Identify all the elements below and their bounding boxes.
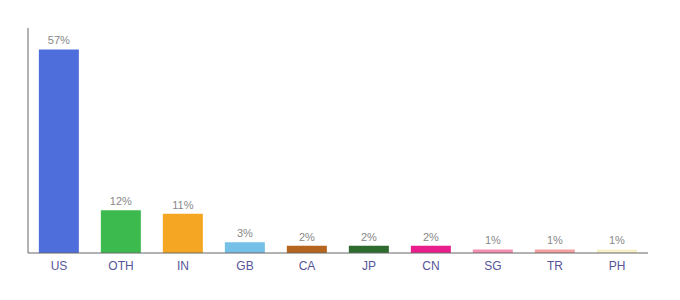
svg-text:TR: TR — [547, 259, 563, 273]
svg-text:PH: PH — [609, 259, 626, 273]
svg-text:11%: 11% — [172, 199, 193, 211]
svg-text:1%: 1% — [609, 234, 625, 246]
svg-text:2%: 2% — [361, 231, 377, 243]
svg-text:SG: SG — [484, 259, 501, 273]
svg-text:JP: JP — [362, 259, 376, 273]
svg-text:12%: 12% — [110, 195, 132, 207]
svg-text:57%: 57% — [48, 34, 70, 46]
svg-text:3%: 3% — [237, 227, 253, 239]
svg-text:US: US — [51, 259, 68, 273]
svg-text:CN: CN — [422, 259, 439, 273]
svg-text:IN: IN — [177, 259, 189, 273]
svg-text:2%: 2% — [299, 231, 315, 243]
svg-text:OTH: OTH — [108, 259, 133, 273]
svg-text:1%: 1% — [547, 234, 563, 246]
svg-text:1%: 1% — [485, 234, 501, 246]
svg-text:CA: CA — [299, 259, 316, 273]
svg-text:2%: 2% — [423, 231, 439, 243]
svg-text:GB: GB — [236, 259, 253, 273]
